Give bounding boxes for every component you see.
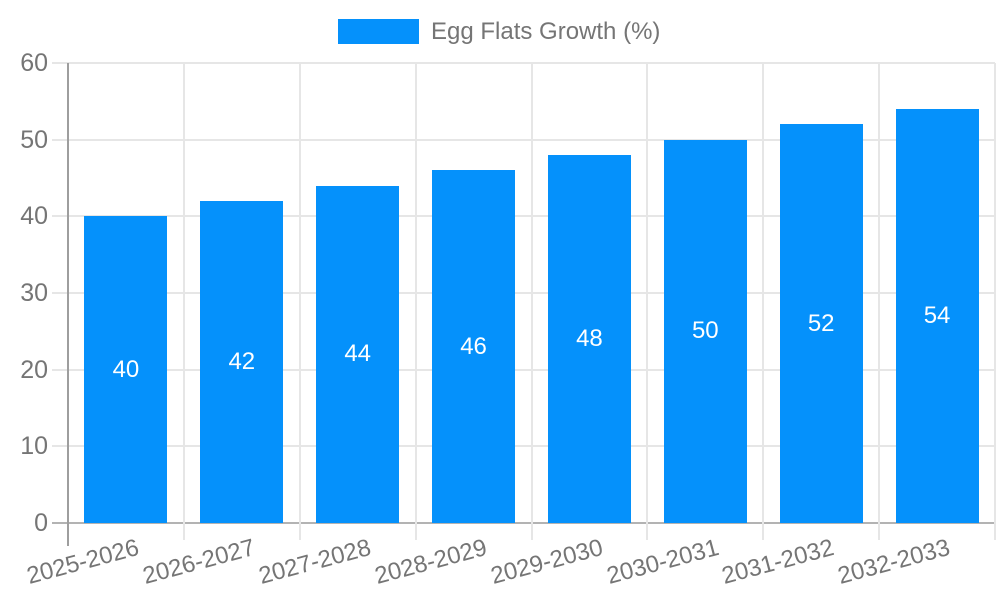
gridline-horizontal (52, 215, 995, 218)
gridline-horizontal (52, 445, 995, 448)
gridline-vertical (878, 63, 881, 540)
bar-value-label: 44 (344, 340, 372, 368)
y-tick-label: 0 (34, 509, 48, 537)
x-tick-label: 2028-2029 (371, 534, 490, 590)
y-tick-label: 40 (20, 202, 48, 231)
gridline-horizontal (52, 138, 995, 141)
legend-label: Egg Flats Growth (%) (431, 18, 661, 45)
bar-value-label: 52 (807, 309, 835, 337)
bar-value-label: 48 (576, 325, 603, 352)
gridline-vertical (762, 63, 765, 540)
bar-value-label: 54 (923, 302, 951, 329)
x-tick-label: 2026-2027 (139, 534, 258, 590)
y-axis-line (67, 63, 69, 546)
bar-2026-2027: 42 (200, 201, 284, 523)
gridline-vertical (414, 63, 417, 540)
gridline-vertical (530, 63, 533, 540)
bar-2031-2032: 52 (779, 124, 863, 523)
y-tick-label: 30 (20, 279, 48, 307)
bar-2029-2030: 48 (547, 155, 631, 523)
bar-2030-2031: 50 (663, 139, 747, 523)
bar-value-label: 50 (691, 317, 719, 345)
y-tick-label: 50 (20, 125, 48, 154)
bar-value-label: 42 (228, 348, 256, 375)
bar-2027-2028: 44 (316, 185, 400, 523)
legend-swatch (338, 19, 419, 44)
bar-2032-2033: 54 (895, 109, 979, 523)
x-axis-line (52, 522, 995, 524)
x-tick-label: 2027-2028 (255, 534, 374, 590)
gridline-horizontal (52, 292, 995, 294)
gridline-horizontal (52, 368, 995, 371)
gridline-vertical (182, 63, 185, 540)
bar-2028-2029: 46 (432, 170, 516, 523)
x-tick-label: 2031-2032 (719, 534, 838, 590)
x-tick-label: 2025-2026 (24, 534, 142, 590)
bar-2025-2026: 40 (84, 216, 168, 523)
gridline-vertical (646, 63, 649, 540)
y-tick-label: 20 (20, 355, 48, 384)
bar-value-label: 46 (460, 332, 487, 360)
bar-value-label: 40 (112, 355, 140, 383)
gridline-vertical (298, 63, 301, 540)
y-tick-label: 10 (20, 432, 48, 461)
gridline-vertical (994, 63, 996, 540)
gridline-horizontal (52, 62, 995, 64)
x-tick-label: 2032-2033 (835, 534, 954, 590)
y-tick-label: 60 (20, 49, 48, 77)
x-tick-label: 2030-2031 (603, 534, 722, 590)
x-tick-label: 2029-2030 (487, 534, 606, 590)
